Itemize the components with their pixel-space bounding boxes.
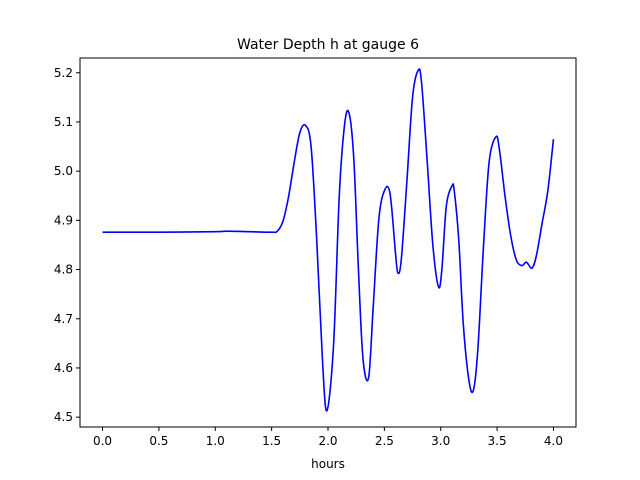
plot-frame: [79, 57, 577, 428]
y-tick-label: 4.6: [54, 361, 73, 375]
x-tick-label: 0.0: [93, 434, 112, 448]
x-axis-label: hours: [311, 457, 345, 471]
x-tick-label: 1.5: [262, 434, 281, 448]
y-tick-label: 5.1: [54, 115, 73, 129]
y-tick-label: 4.7: [54, 312, 73, 326]
chart-title: Water Depth h at gauge 6: [237, 37, 419, 53]
y-tick-label: 4.8: [54, 263, 73, 277]
y-tick-label: 4.9: [54, 213, 73, 227]
x-tick-label: 4.0: [544, 434, 563, 448]
x-tick-label: 2.5: [375, 434, 394, 448]
series-group: [102, 68, 555, 412]
x-tick-label: 3.0: [431, 434, 450, 448]
x-tick-label: 1.0: [206, 434, 225, 448]
y-tick-label: 4.5: [54, 410, 73, 424]
y-tick-label: 5.0: [54, 164, 73, 178]
x-tick-label: 3.5: [488, 434, 507, 448]
x-axis-ticks: 0.0 0.5 1.0 1.5 2.0 2.5 3.0 3.5 4.0: [93, 427, 563, 448]
x-tick-label: 2.0: [318, 434, 337, 448]
x-tick-label: 0.5: [149, 434, 168, 448]
y-axis-ticks: 4.5 4.6 4.7 4.8 4.9 5.0 5.1 5.2: [54, 66, 80, 424]
series-line: [102, 68, 555, 412]
y-tick-label: 5.2: [54, 66, 73, 80]
